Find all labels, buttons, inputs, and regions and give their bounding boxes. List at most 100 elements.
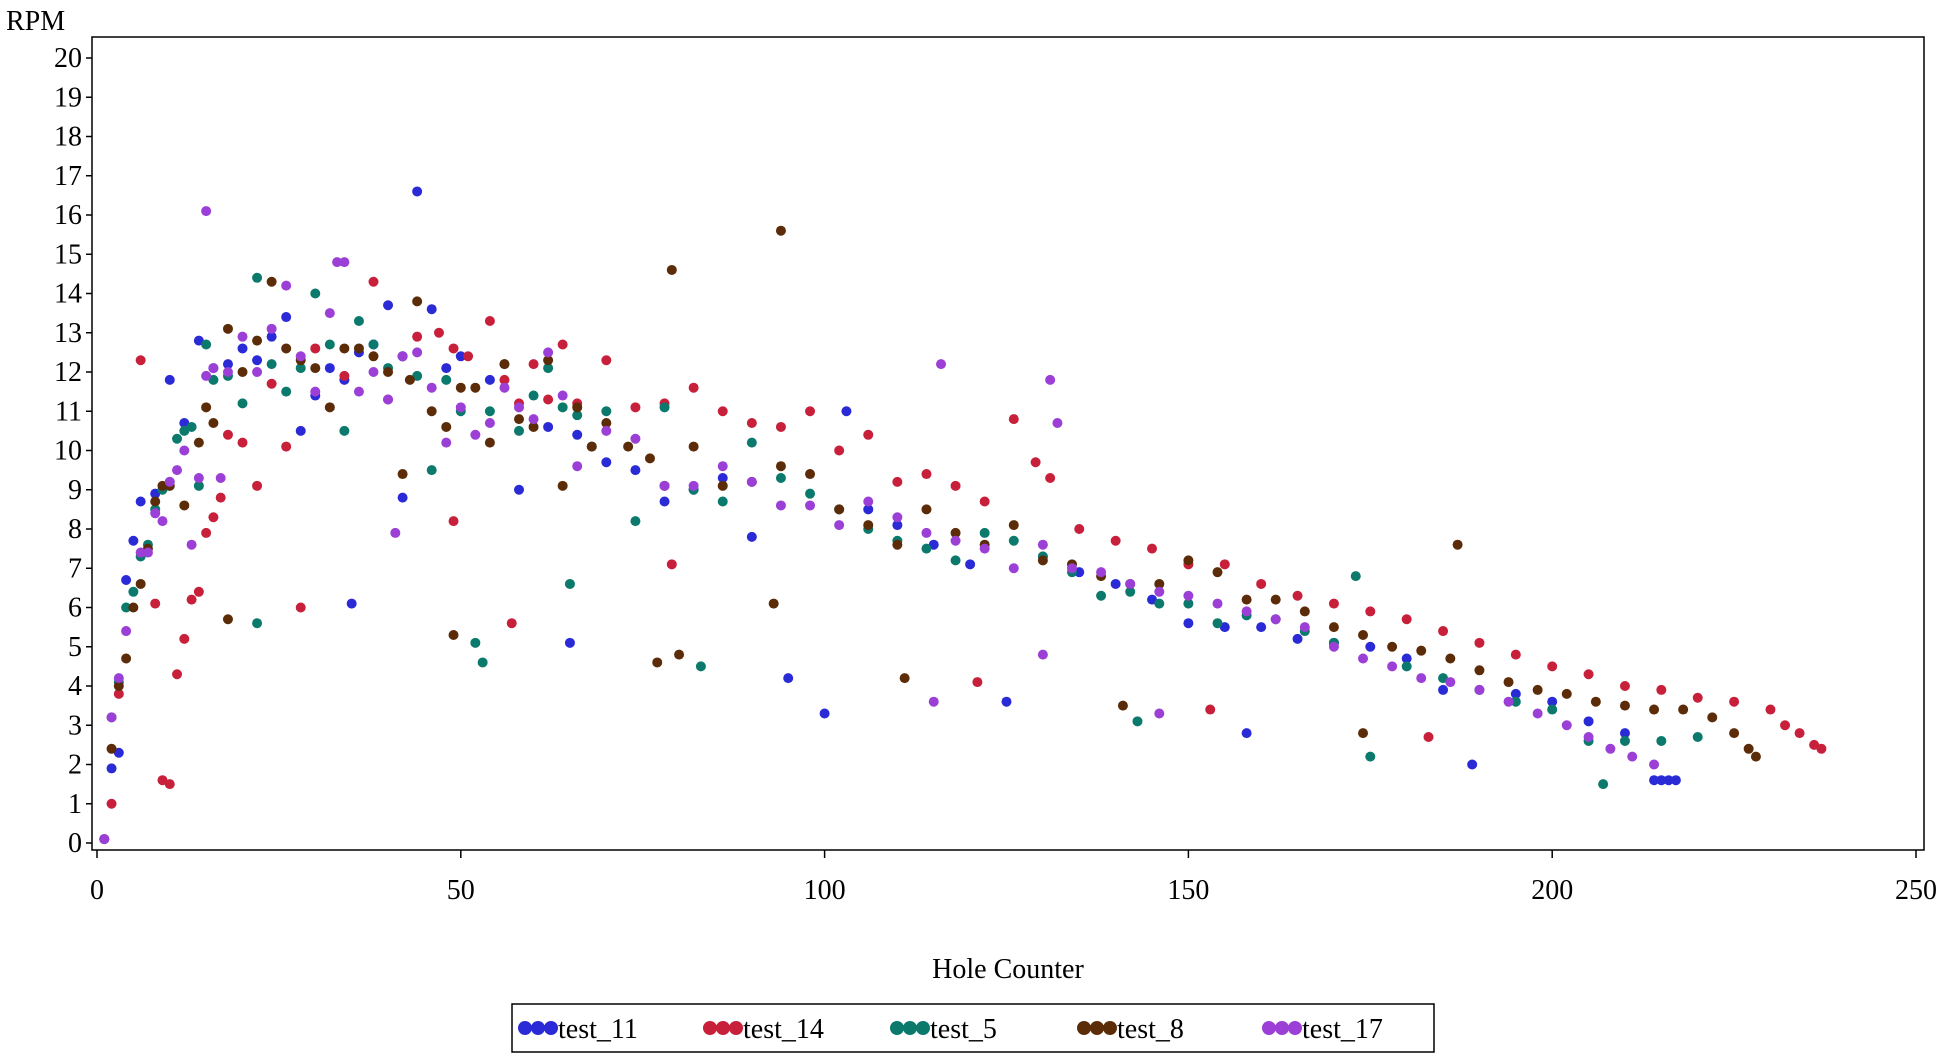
y-tick-label: 11: [55, 396, 82, 427]
data-point: [652, 657, 663, 668]
data-point: [543, 355, 554, 366]
data-point: [383, 300, 394, 311]
data-point: [841, 406, 852, 417]
data-point: [1292, 633, 1303, 644]
data-point: [201, 527, 212, 538]
data-point: [113, 681, 124, 691]
data-point: [470, 382, 481, 393]
data-point: [222, 614, 233, 625]
data-point: [295, 425, 306, 436]
data-point: [899, 673, 910, 684]
y-tick-label: 7: [68, 553, 82, 584]
data-point: [281, 280, 292, 291]
data-point: [1743, 743, 1754, 754]
data-point: [572, 410, 583, 421]
data-point: [426, 304, 437, 315]
data-point: [295, 602, 306, 613]
data-point: [528, 390, 539, 401]
data-point: [1510, 696, 1521, 707]
data-point: [1125, 586, 1136, 597]
data-point: [1365, 606, 1376, 617]
data-point: [1649, 704, 1660, 715]
data-point: [150, 496, 161, 507]
data-point: [543, 421, 554, 432]
data-point: [484, 418, 495, 429]
data-point: [252, 618, 263, 629]
data-point: [1008, 520, 1019, 531]
data-point: [863, 520, 874, 531]
data-point: [1052, 418, 1063, 429]
data-point: [1256, 622, 1267, 633]
data-point: [1066, 563, 1077, 574]
data-point: [222, 367, 233, 377]
data-point: [404, 374, 415, 385]
data-point: [1583, 716, 1594, 727]
data-point: [1147, 543, 1158, 554]
data-point: [412, 347, 423, 358]
data-point: [1678, 704, 1689, 715]
data-point: [1212, 618, 1223, 629]
legend-marker: [1288, 1021, 1302, 1035]
data-point: [775, 461, 786, 472]
data-point: [1627, 751, 1638, 762]
legend-label: test_11: [558, 1014, 638, 1045]
data-point: [1358, 629, 1369, 640]
data-point: [1619, 700, 1630, 711]
data-point: [390, 527, 401, 538]
data-point: [441, 363, 452, 374]
data-point: [1561, 720, 1572, 731]
data-point: [484, 374, 495, 385]
data-point: [1547, 696, 1558, 707]
data-point: [688, 441, 699, 452]
data-point: [564, 578, 575, 589]
data-point: [113, 673, 124, 684]
data-point: [514, 484, 525, 495]
data-point: [484, 437, 495, 448]
data-point: [746, 418, 757, 429]
data-point: [557, 480, 568, 491]
data-point: [1780, 720, 1791, 731]
data-point: [564, 637, 575, 648]
data-point: [1328, 598, 1339, 609]
data-points: [99, 186, 1827, 845]
data-point: [1387, 641, 1398, 652]
data-point: [383, 394, 394, 405]
data-point: [936, 359, 947, 370]
data-point: [979, 496, 990, 507]
y-tick-label: 9: [68, 475, 82, 506]
data-point: [1037, 649, 1048, 660]
data-point: [1183, 555, 1194, 566]
data-point: [172, 433, 183, 444]
data-point: [601, 406, 612, 417]
data-point: [186, 594, 197, 605]
data-point: [717, 496, 728, 507]
data-point: [601, 355, 612, 366]
data-point: [717, 480, 728, 491]
data-point: [324, 363, 335, 374]
legend-marker: [703, 1021, 717, 1035]
data-point: [150, 598, 161, 609]
data-point: [310, 343, 321, 354]
data-point: [659, 480, 670, 491]
data-point: [1328, 622, 1339, 633]
data-point: [1008, 535, 1019, 546]
plot-area-frame: [91, 36, 1925, 851]
data-point: [172, 669, 183, 680]
data-point: [557, 390, 568, 401]
series-test_11: [99, 186, 1681, 845]
data-point: [834, 504, 845, 515]
data-point: [863, 504, 874, 515]
data-point: [426, 465, 437, 476]
data-point: [695, 661, 706, 672]
data-point: [128, 535, 139, 546]
data-point: [1270, 594, 1281, 605]
data-point: [266, 359, 277, 370]
data-point: [201, 402, 212, 413]
data-point: [892, 512, 903, 523]
data-point: [1438, 684, 1449, 695]
data-point: [543, 363, 554, 374]
data-point: [455, 351, 466, 362]
data-point: [397, 351, 408, 362]
